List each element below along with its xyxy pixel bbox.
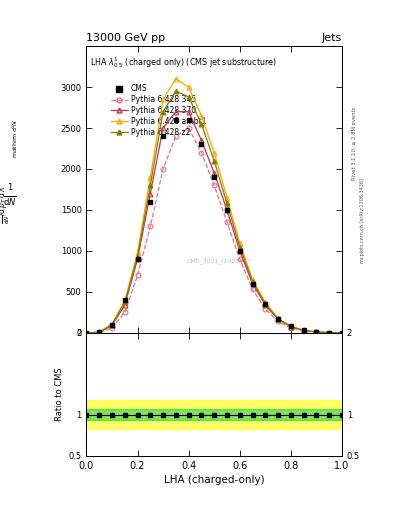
Text: CMS_2021_I1920187: CMS_2021_I1920187: [187, 258, 252, 264]
Y-axis label: Ratio to CMS: Ratio to CMS: [55, 368, 64, 421]
X-axis label: LHA (charged-only): LHA (charged-only): [164, 475, 264, 485]
Text: 13000 GeV pp: 13000 GeV pp: [86, 33, 165, 44]
Text: $\frac{1}{\mathrm{d}N} / \mathrm{d}\,p_T\,\mathrm{d}\,\lambda$: $\frac{1}{\mathrm{d}N} / \mathrm{d}\,p_T…: [0, 186, 12, 224]
Legend: CMS, Pythia 6.428 345, Pythia 6.428 370, Pythia 6.428 ambt1, Pythia 6.428 z2: CMS, Pythia 6.428 345, Pythia 6.428 370,…: [111, 84, 206, 137]
Text: mcplots.cern.ch [arXiv:1306.3436]: mcplots.cern.ch [arXiv:1306.3436]: [360, 178, 365, 263]
Text: Jets: Jets: [321, 33, 342, 44]
Text: $\mathrm{mathrm\,d}^2N$: $\mathrm{mathrm\,d}^2N$: [11, 118, 20, 158]
Y-axis label: $\frac{1}{\mathrm{d}N} / \mathrm{d}\,p_T\,\mathrm{d}\,\lambda$: $\frac{1}{\mathrm{d}N} / \mathrm{d}\,p_T…: [0, 511, 1, 512]
Text: LHA $\lambda^{1}_{0.5}$ (charged only) (CMS jet substructure): LHA $\lambda^{1}_{0.5}$ (charged only) (…: [90, 55, 277, 70]
Text: Rivet 3.1.10, ≥ 2.8M events: Rivet 3.1.10, ≥ 2.8M events: [352, 106, 357, 180]
Text: $\mathrm{1}$
$\overline{\mathrm{d}N}$: $\mathrm{1}$ $\overline{\mathrm{d}N}$: [3, 181, 17, 208]
